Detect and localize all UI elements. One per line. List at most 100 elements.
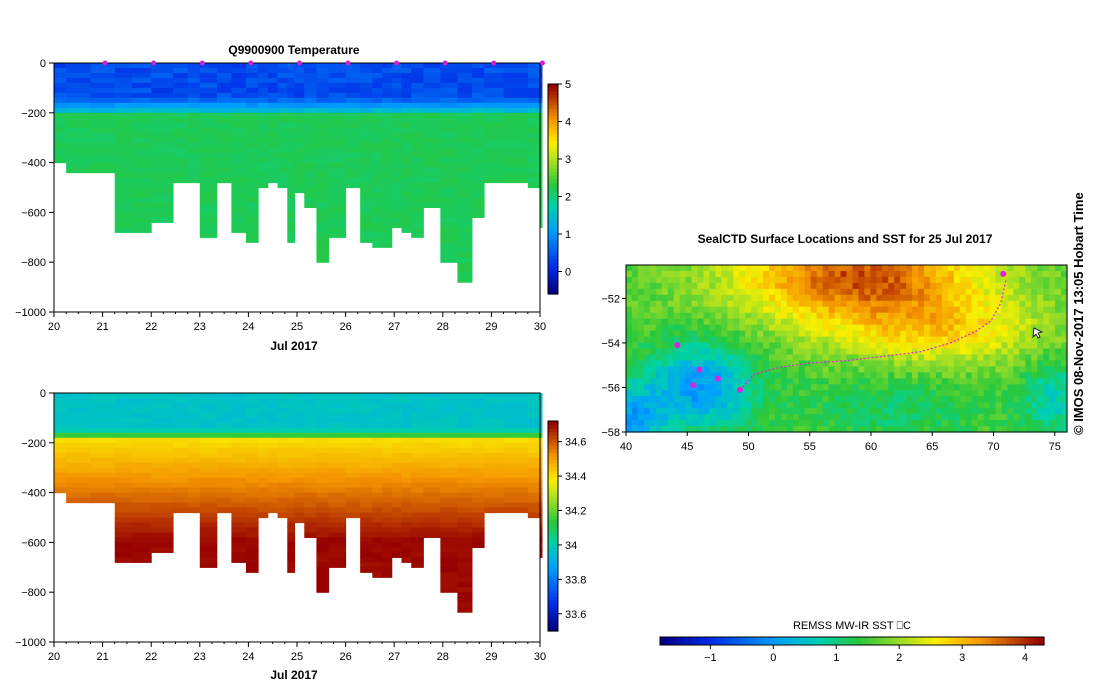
sst-cell: [792, 318, 800, 326]
sst-cell: [798, 360, 806, 367]
sst-cell: [763, 312, 770, 320]
sst-cell: [721, 402, 728, 409]
sst-cell: [1061, 324, 1068, 332]
section-cell: [471, 442, 485, 449]
section-cell: [360, 512, 373, 519]
sst-cell: [631, 265, 639, 272]
sst-cell: [1061, 414, 1068, 421]
sst-cell: [834, 366, 842, 373]
section-cell: [411, 422, 424, 429]
sst-cell: [673, 330, 681, 338]
section-cell: [423, 97, 441, 104]
sst-cell: [923, 265, 931, 272]
section-cell: [316, 117, 330, 124]
section-cell: [258, 177, 269, 184]
section-cell: [90, 132, 116, 139]
section-cell: [199, 442, 218, 449]
section-cell: [440, 222, 458, 228]
section-cell: [199, 97, 218, 104]
section-cell: [151, 82, 174, 89]
section-cell: [216, 127, 232, 134]
sst-cell: [935, 414, 943, 421]
section-cell: [216, 472, 232, 479]
section-cell: [151, 207, 174, 213]
sst-cell: [1013, 342, 1020, 350]
section-cell: [245, 402, 259, 409]
sst-cell: [733, 282, 740, 290]
section-cell: [294, 512, 305, 519]
section-cell: [440, 577, 458, 583]
section-cell: [471, 502, 485, 509]
section-cell: [457, 202, 473, 209]
section-cell: [360, 497, 373, 504]
section-cell: [484, 167, 505, 174]
section-cell: [372, 437, 383, 444]
temperature-title: Q9900900 Temperature: [228, 43, 360, 57]
section-cell: [294, 172, 305, 179]
section-cell: [131, 227, 152, 233]
sst-cell: [649, 312, 657, 320]
section-cell: [457, 442, 473, 449]
sst-cell: [959, 318, 967, 326]
section-cell: [391, 417, 402, 424]
sst-cell: [870, 366, 877, 373]
sst-cell: [995, 312, 1003, 320]
sst-cell: [852, 330, 860, 338]
section-cell: [258, 152, 269, 159]
sst-cell: [804, 402, 812, 409]
sst-cell: [649, 402, 657, 409]
section-cell: [231, 492, 247, 499]
sst-cell: [673, 408, 681, 415]
sst-cell: [947, 265, 955, 272]
section-cell: [316, 247, 330, 253]
sst-cell: [697, 360, 705, 367]
section-cell: [471, 117, 485, 124]
sst-cell: [763, 294, 770, 302]
section-cell: [316, 162, 330, 169]
sst-cell: [745, 336, 752, 344]
section-cell: [328, 202, 347, 209]
sst-cell: [858, 426, 865, 433]
sst-cell: [727, 318, 734, 326]
section-cell: [114, 227, 133, 233]
section-cell: [173, 72, 189, 79]
section-cell: [304, 177, 317, 184]
sst-cell: [941, 282, 949, 290]
sst-cell: [822, 348, 830, 356]
sst-cell: [626, 318, 633, 326]
sst-colorbar-tick-label: 4: [1022, 652, 1028, 664]
salinity-colorbar-swatch: [548, 487, 558, 492]
salinity-plot-area: [54, 393, 543, 613]
sst-cell: [882, 288, 889, 296]
sst-cell: [1049, 360, 1056, 367]
section-cell: [258, 147, 269, 154]
section-cell: [173, 92, 189, 99]
section-cell: [131, 557, 152, 563]
section-cell: [316, 227, 330, 233]
lon-tick-label: 40: [620, 441, 632, 453]
sst-cell: [751, 384, 758, 391]
section-cell: [471, 152, 485, 159]
section-cell: [360, 447, 373, 454]
section-cell: [540, 82, 543, 89]
sst-cell: [655, 306, 663, 314]
section-cell: [277, 422, 288, 429]
section-cell: [316, 187, 330, 194]
sst-cell: [691, 330, 699, 338]
section-cell: [287, 402, 296, 409]
section-cell: [471, 462, 485, 469]
sst-cell: [739, 318, 746, 326]
sst-cell: [935, 390, 943, 397]
section-cell: [328, 177, 347, 184]
sst-cell: [685, 306, 693, 314]
sst-cell: [888, 426, 895, 433]
sst-cell: [769, 300, 776, 308]
sst-cell: [685, 324, 693, 332]
section-cell: [527, 137, 541, 144]
section-cell: [267, 82, 279, 89]
temperature-colorbar-swatch: [548, 122, 558, 127]
salinity-colorbar-tick-label: 33.6: [565, 609, 586, 621]
sst-colorbar-swatch: [789, 637, 795, 645]
sst-colorbar-swatch: [799, 637, 805, 645]
